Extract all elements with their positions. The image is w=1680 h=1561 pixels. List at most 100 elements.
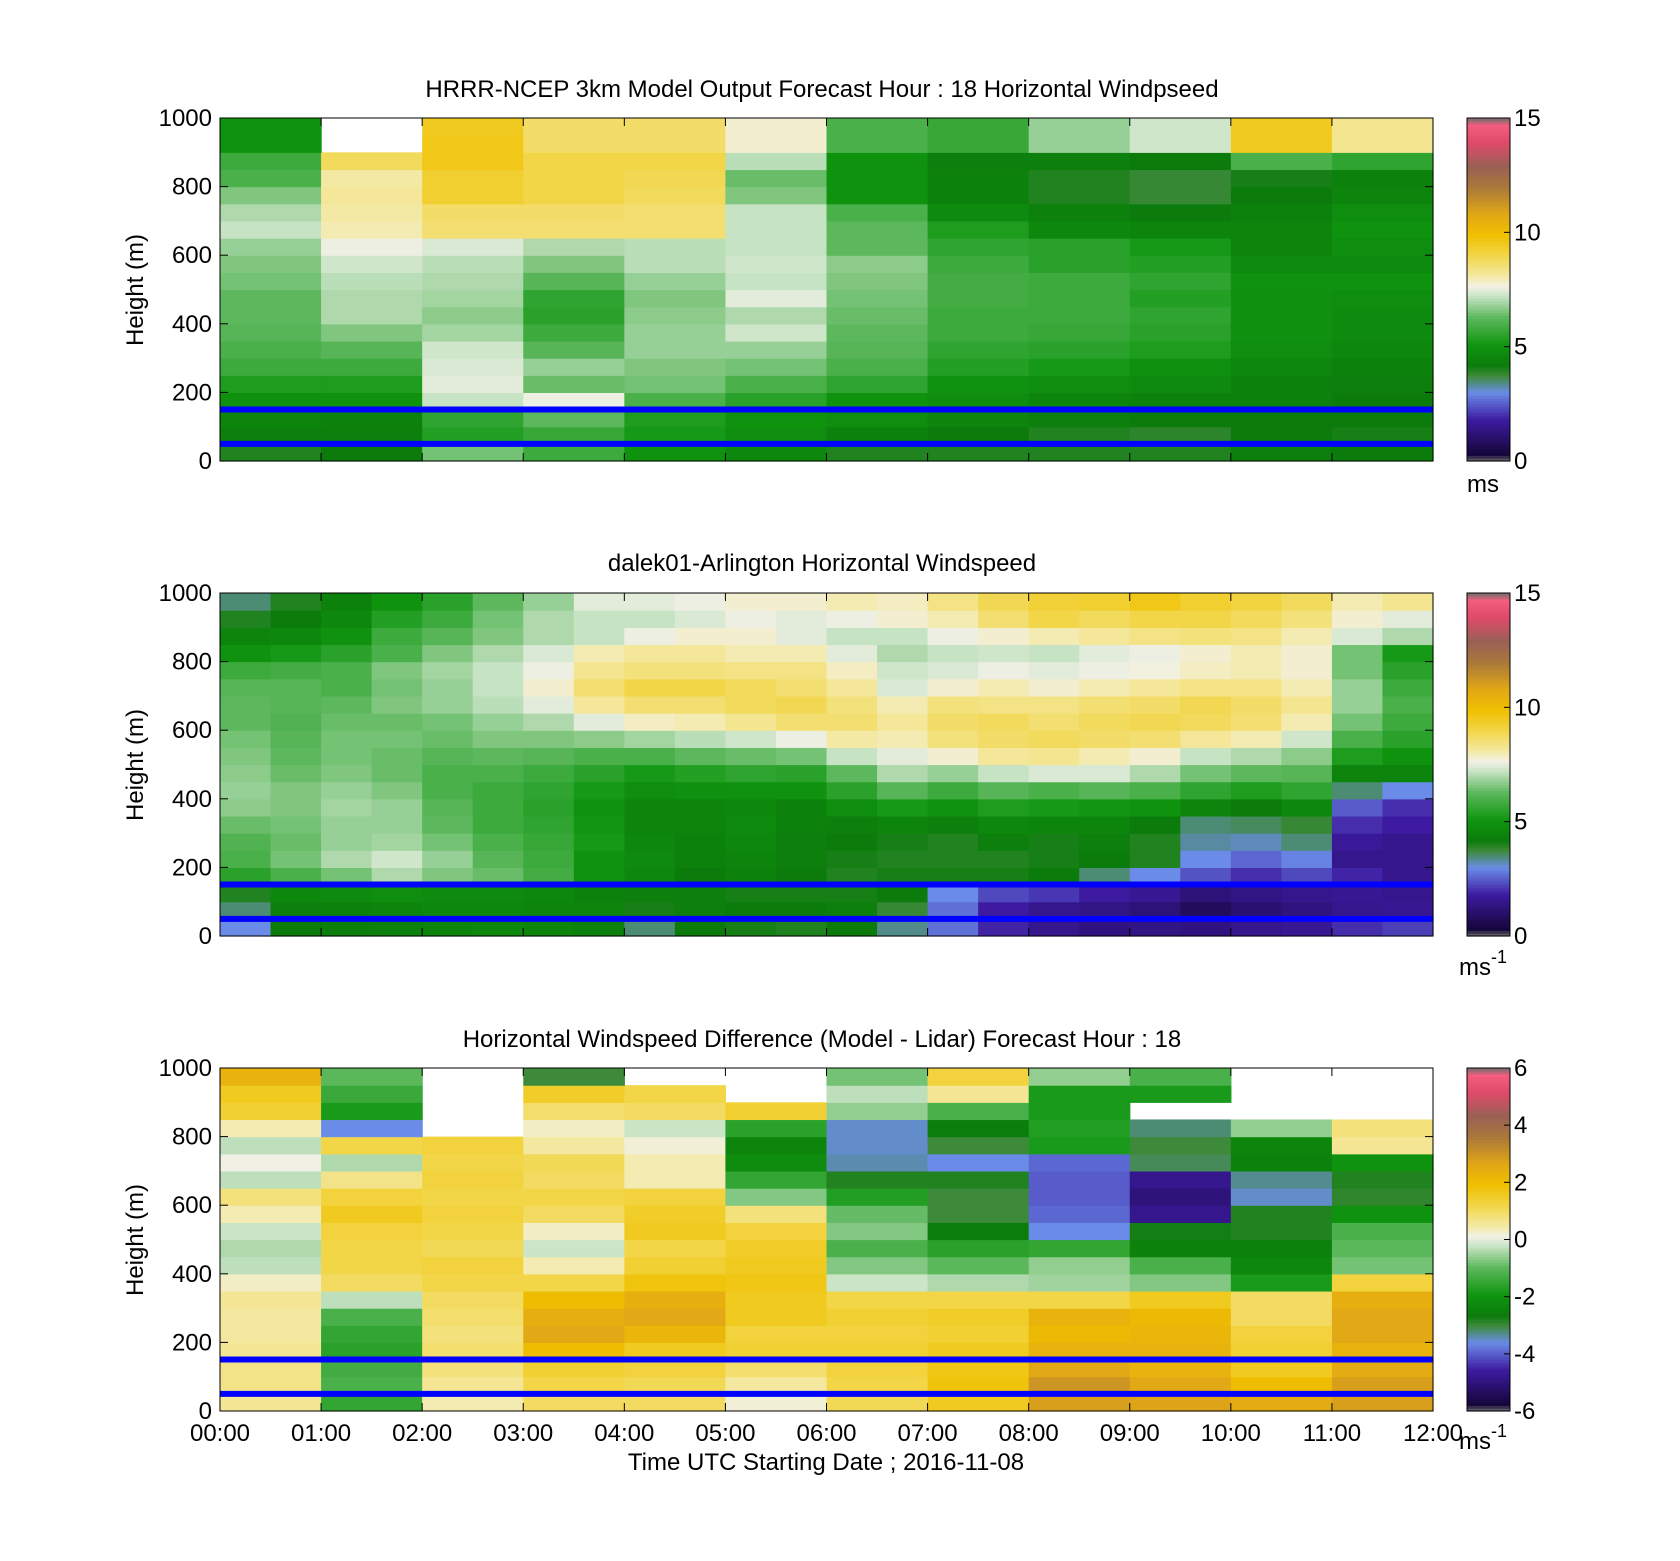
heatmap-cell bbox=[624, 1325, 727, 1343]
heatmap-cell bbox=[422, 850, 474, 868]
heatmap-cell bbox=[1230, 1342, 1333, 1361]
heatmap-cell bbox=[220, 644, 272, 663]
colorbar-segment bbox=[1467, 727, 1510, 731]
heatmap-cell bbox=[220, 1119, 322, 1138]
heatmap-cell bbox=[1180, 695, 1232, 714]
heatmap-cell bbox=[1331, 289, 1434, 308]
colorbar-segment bbox=[1467, 443, 1510, 448]
heatmap-cell bbox=[220, 781, 272, 800]
heatmap-cell bbox=[523, 323, 625, 342]
heatmap-cell bbox=[725, 730, 777, 748]
heatmap-cell bbox=[1180, 901, 1232, 920]
heatmap-cell bbox=[877, 764, 929, 783]
heatmap-cell bbox=[826, 644, 878, 663]
heatmap-cell bbox=[1230, 730, 1282, 748]
colorbar-segment bbox=[1467, 152, 1510, 156]
colorbar-segment bbox=[1467, 910, 1510, 914]
heatmap-cell bbox=[1331, 867, 1384, 886]
colorbar-unit-exponent: -1 bbox=[1491, 947, 1507, 967]
heatmap-cell bbox=[826, 867, 878, 886]
heatmap-cell bbox=[472, 798, 524, 817]
heatmap-cell bbox=[321, 918, 373, 937]
heatmap-cell bbox=[1129, 135, 1232, 153]
heatmap-cell bbox=[1028, 409, 1131, 428]
colorbar-segment bbox=[1467, 180, 1510, 185]
heatmap-cell bbox=[826, 1376, 929, 1395]
colorbar-segment bbox=[1467, 389, 1510, 393]
heatmap-cell bbox=[927, 1256, 1030, 1275]
heatmap-cell bbox=[1281, 747, 1333, 766]
heatmap-cell bbox=[270, 593, 322, 611]
heatmap-cell bbox=[321, 323, 423, 342]
colorbar-segment bbox=[1467, 1079, 1510, 1083]
heatmap-cell bbox=[927, 1205, 1030, 1223]
heatmap-cell bbox=[422, 1256, 524, 1275]
colorbar-unit-exponent: -1 bbox=[1491, 1421, 1507, 1441]
heatmap-cell bbox=[1129, 1153, 1232, 1172]
heatmap-cell bbox=[270, 901, 322, 920]
heatmap-cell bbox=[573, 850, 625, 868]
heatmap-cell bbox=[523, 695, 575, 714]
heatmap-cell bbox=[826, 135, 929, 153]
heatmap-cell bbox=[674, 867, 727, 886]
heatmap-cell bbox=[523, 747, 575, 766]
heatmap-cell bbox=[523, 901, 575, 920]
heatmap-cell bbox=[725, 1205, 828, 1223]
colorbar-segment bbox=[1467, 1068, 1510, 1072]
heatmap-cell bbox=[1028, 901, 1080, 920]
colorbar-segment bbox=[1467, 1222, 1510, 1226]
heatmap-cell bbox=[1028, 1170, 1131, 1189]
heatmap-cell bbox=[523, 220, 625, 239]
heatmap-cell bbox=[270, 867, 322, 886]
heatmap-cell bbox=[1028, 1290, 1131, 1309]
heatmap-cell bbox=[826, 409, 929, 428]
heatmap-cell bbox=[725, 1239, 828, 1258]
heatmap-cell bbox=[826, 833, 878, 851]
heatmap-cell bbox=[1331, 186, 1434, 205]
heatmap-cell bbox=[1331, 833, 1384, 851]
heatmap-cell bbox=[1028, 1119, 1131, 1138]
heatmap-cell bbox=[725, 1102, 828, 1121]
heatmap-cell bbox=[573, 695, 625, 714]
heatmap-cell bbox=[1331, 135, 1434, 153]
colorbar-segment bbox=[1467, 392, 1510, 396]
colorbar-segment bbox=[1467, 638, 1510, 643]
lidar-panel: dalek01-Arlington Horizontal Windspeed 0… bbox=[122, 550, 1541, 981]
heatmap-cell bbox=[220, 1308, 322, 1326]
colorbar-segment bbox=[1467, 927, 1510, 931]
heatmap-cell bbox=[927, 203, 1030, 222]
heatmap-cell bbox=[1230, 135, 1333, 153]
heatmap-cell bbox=[1129, 1256, 1232, 1275]
heatmap-cell bbox=[220, 1068, 322, 1086]
heatmap-cell bbox=[1129, 884, 1181, 903]
heatmap-cell bbox=[422, 118, 524, 136]
colorbar-segment bbox=[1467, 630, 1510, 634]
heatmap-cell bbox=[1230, 833, 1282, 851]
heatmap-cell bbox=[826, 695, 878, 714]
heatmap-cell bbox=[1331, 1119, 1434, 1138]
colorbar-segment bbox=[1467, 1148, 1510, 1152]
heatmap-cell bbox=[321, 695, 373, 714]
heatmap-cell bbox=[725, 713, 777, 731]
heatmap-cell bbox=[523, 289, 625, 308]
colorbar-segment bbox=[1467, 203, 1510, 208]
heatmap-cell bbox=[978, 661, 1030, 680]
colorbar-segment bbox=[1467, 1170, 1510, 1175]
colorbar-segment bbox=[1467, 449, 1510, 454]
heatmap-cell bbox=[422, 1325, 524, 1343]
colorbar-segment bbox=[1467, 1310, 1510, 1315]
heatmap-cell bbox=[877, 850, 929, 868]
colorbar-segment bbox=[1467, 753, 1510, 757]
heatmap-cell bbox=[725, 833, 777, 851]
heatmap-cell bbox=[624, 644, 676, 663]
heatmap-cell bbox=[927, 850, 979, 868]
y-tick-label: 800 bbox=[172, 649, 212, 676]
colorbar-tick-label: 5 bbox=[1514, 334, 1527, 361]
heatmap-cell bbox=[1180, 781, 1232, 800]
heatmap-cell bbox=[422, 1205, 524, 1223]
heatmap-cell bbox=[1129, 901, 1181, 920]
colorbar-tick-label: 10 bbox=[1514, 219, 1541, 246]
heatmap-cell bbox=[573, 918, 625, 937]
heatmap-cell bbox=[624, 884, 676, 903]
heatmap-cell bbox=[725, 203, 828, 222]
